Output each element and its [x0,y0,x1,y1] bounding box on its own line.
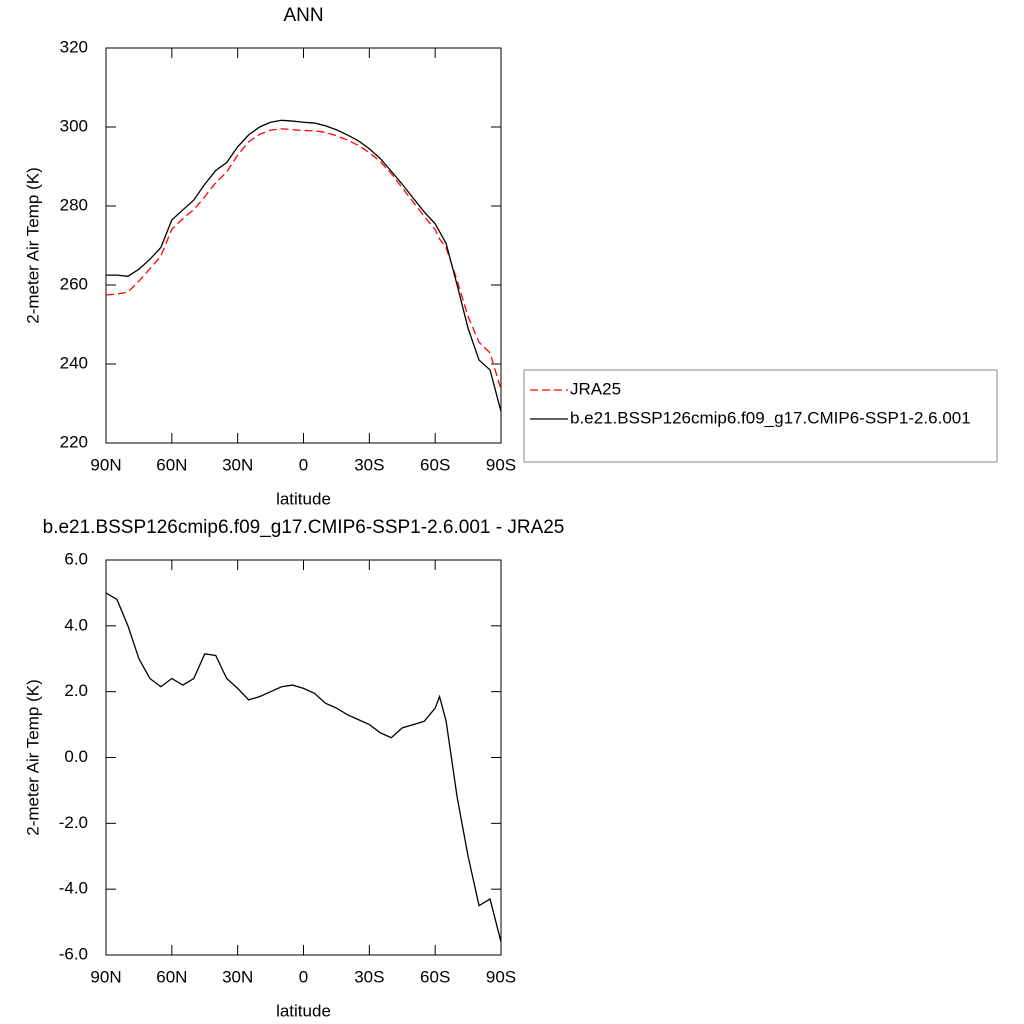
y-tick-label: 240 [60,353,88,372]
data-line [105,128,502,390]
x-tick-label: 90S [486,967,516,986]
x-tick-label: 90S [486,455,516,474]
y-tick-label: 6.0 [64,549,88,568]
legend-box [523,369,998,463]
x-tick-label: 60N [156,967,187,986]
data-line [105,592,502,942]
legend-label: JRA25 [570,379,621,398]
x-axis-label: latitude [276,1001,331,1020]
data-line [106,119,502,412]
y-tick-label: 300 [60,116,88,135]
chart-title: ANN [283,5,323,26]
x-tick-label: 30S [354,455,384,474]
x-tick-label: 0 [299,455,308,474]
x-axis-label: latitude [276,489,331,508]
y-axis-label: 2-meter Air Temp (K) [23,167,42,324]
legend-label: b.e21.BSSP126cmip6.f09_g17.CMIP6-SSP1-2.… [570,408,971,427]
y-tick-label: -6.0 [59,944,88,963]
x-tick-label: 30N [222,455,253,474]
x-tick-label: 90N [90,967,121,986]
x-tick-label: 60N [156,455,187,474]
y-tick-label: 2.0 [64,681,88,700]
y-axis-label: 2-meter Air Temp (K) [23,679,42,836]
y-tick-label: 280 [60,195,88,214]
x-tick-label: 30N [222,967,253,986]
plot-frame [105,559,502,956]
x-tick-label: 60S [420,455,450,474]
x-tick-label: 0 [299,967,308,986]
y-tick-label: 4.0 [64,615,88,634]
x-tick-label: 30S [354,967,384,986]
y-tick-label: 0.0 [64,747,88,766]
chart-title: b.e21.BSSP126cmip6.f09_g17.CMIP6-SSP1-2.… [43,517,565,538]
y-tick-label: 220 [60,432,88,451]
y-tick-label: 320 [60,37,88,56]
x-tick-label: 60S [420,967,450,986]
x-tick-label: 90N [90,455,121,474]
y-tick-label: -4.0 [59,879,88,898]
plot-frame [105,47,502,444]
y-tick-label: -2.0 [59,813,88,832]
y-tick-label: 260 [60,274,88,293]
